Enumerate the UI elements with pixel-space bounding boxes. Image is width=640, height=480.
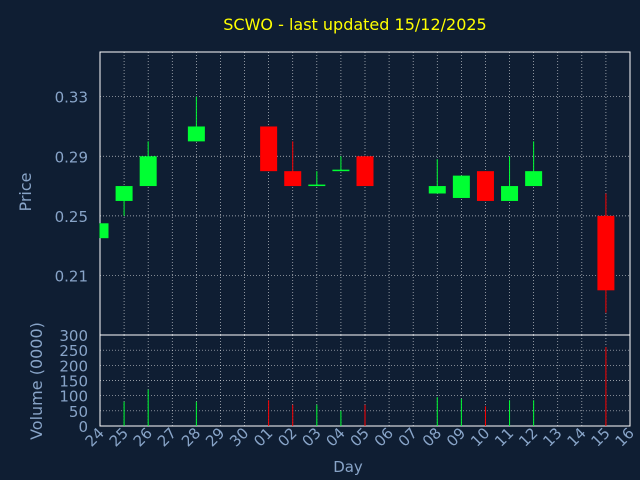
x-tick-label: 13 [539, 424, 565, 450]
x-tick-label: 04 [323, 424, 349, 450]
volume-tick-label: 0 [78, 418, 88, 436]
x-tick-label: 05 [347, 424, 373, 450]
x-tick-label: 09 [443, 424, 469, 450]
price-tick-label: 0.33 [55, 89, 88, 107]
volume-tick-label: 250 [59, 342, 88, 360]
x-tick-label: 26 [130, 424, 156, 450]
volume-tick-label: 200 [59, 357, 88, 375]
x-tick-label: 14 [563, 424, 589, 450]
volume-tick-label: 150 [59, 373, 88, 391]
x-tick-label: 11 [491, 424, 517, 450]
candle-body [187, 126, 205, 142]
price-tick-label: 0.25 [55, 208, 88, 226]
x-axis: 2425262728293001020304050607080910111213… [82, 424, 638, 450]
x-tick-label: 01 [250, 424, 276, 450]
volume-tick-label: 100 [59, 388, 88, 406]
x-tick-label: 07 [395, 424, 421, 450]
candle-body [525, 171, 543, 187]
x-tick-label: 16 [612, 424, 638, 450]
price-tick-label: 0.29 [55, 148, 88, 166]
price-tick-label: 0.21 [55, 267, 88, 285]
volume-tick-label: 300 [59, 327, 88, 345]
x-tick-label: 28 [178, 424, 204, 450]
x-tick-label: 27 [154, 424, 180, 450]
candle-body [260, 126, 278, 172]
candle-body [308, 184, 326, 187]
price-axis-label: Price [16, 172, 35, 211]
x-tick-label: 30 [226, 424, 252, 450]
candle-body [428, 186, 446, 194]
candle-body [501, 186, 519, 201]
candle-body [284, 171, 302, 187]
x-tick-label: 12 [515, 424, 541, 450]
candle-body [139, 156, 157, 187]
candle-body [452, 175, 470, 198]
candle-body [597, 215, 615, 291]
price-panel: 0.33 0.29 0.25 0.21 [55, 51, 631, 336]
volume-axis-label: Volume (0000) [27, 322, 46, 440]
x-tick-label: 06 [371, 424, 397, 450]
x-axis-label: Day [333, 458, 363, 476]
candle-body [115, 186, 133, 201]
volume-tick-label: 50 [69, 403, 88, 421]
chart-title: SCWO - last updated 15/12/2025 [223, 15, 486, 34]
x-tick-label: 29 [202, 424, 228, 450]
candle-body [332, 169, 350, 172]
candle-body [356, 156, 374, 187]
x-tick-label: 02 [274, 424, 300, 450]
x-tick-label: 15 [588, 424, 614, 450]
x-tick-label: 10 [467, 424, 493, 450]
candle-body [476, 171, 494, 201]
candle-body [100, 223, 109, 239]
x-tick-label: 08 [419, 424, 445, 450]
x-tick-label: 25 [106, 424, 132, 450]
x-tick-label: 03 [298, 424, 324, 450]
